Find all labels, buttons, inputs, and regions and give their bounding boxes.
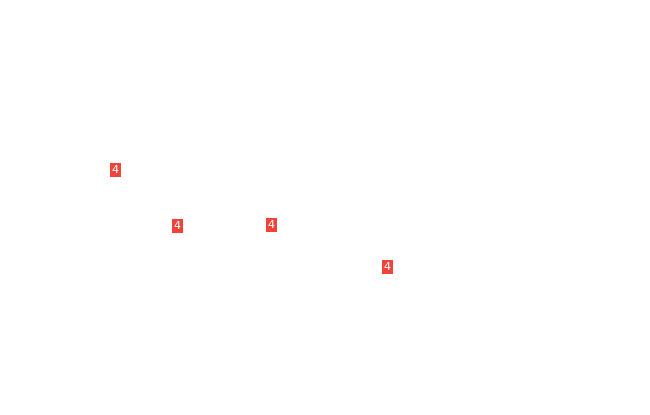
count-badge: 4 [172,219,183,233]
count-badge: 4 [266,218,277,232]
count-badge: 4 [110,163,121,177]
count-badge: 4 [382,260,393,274]
